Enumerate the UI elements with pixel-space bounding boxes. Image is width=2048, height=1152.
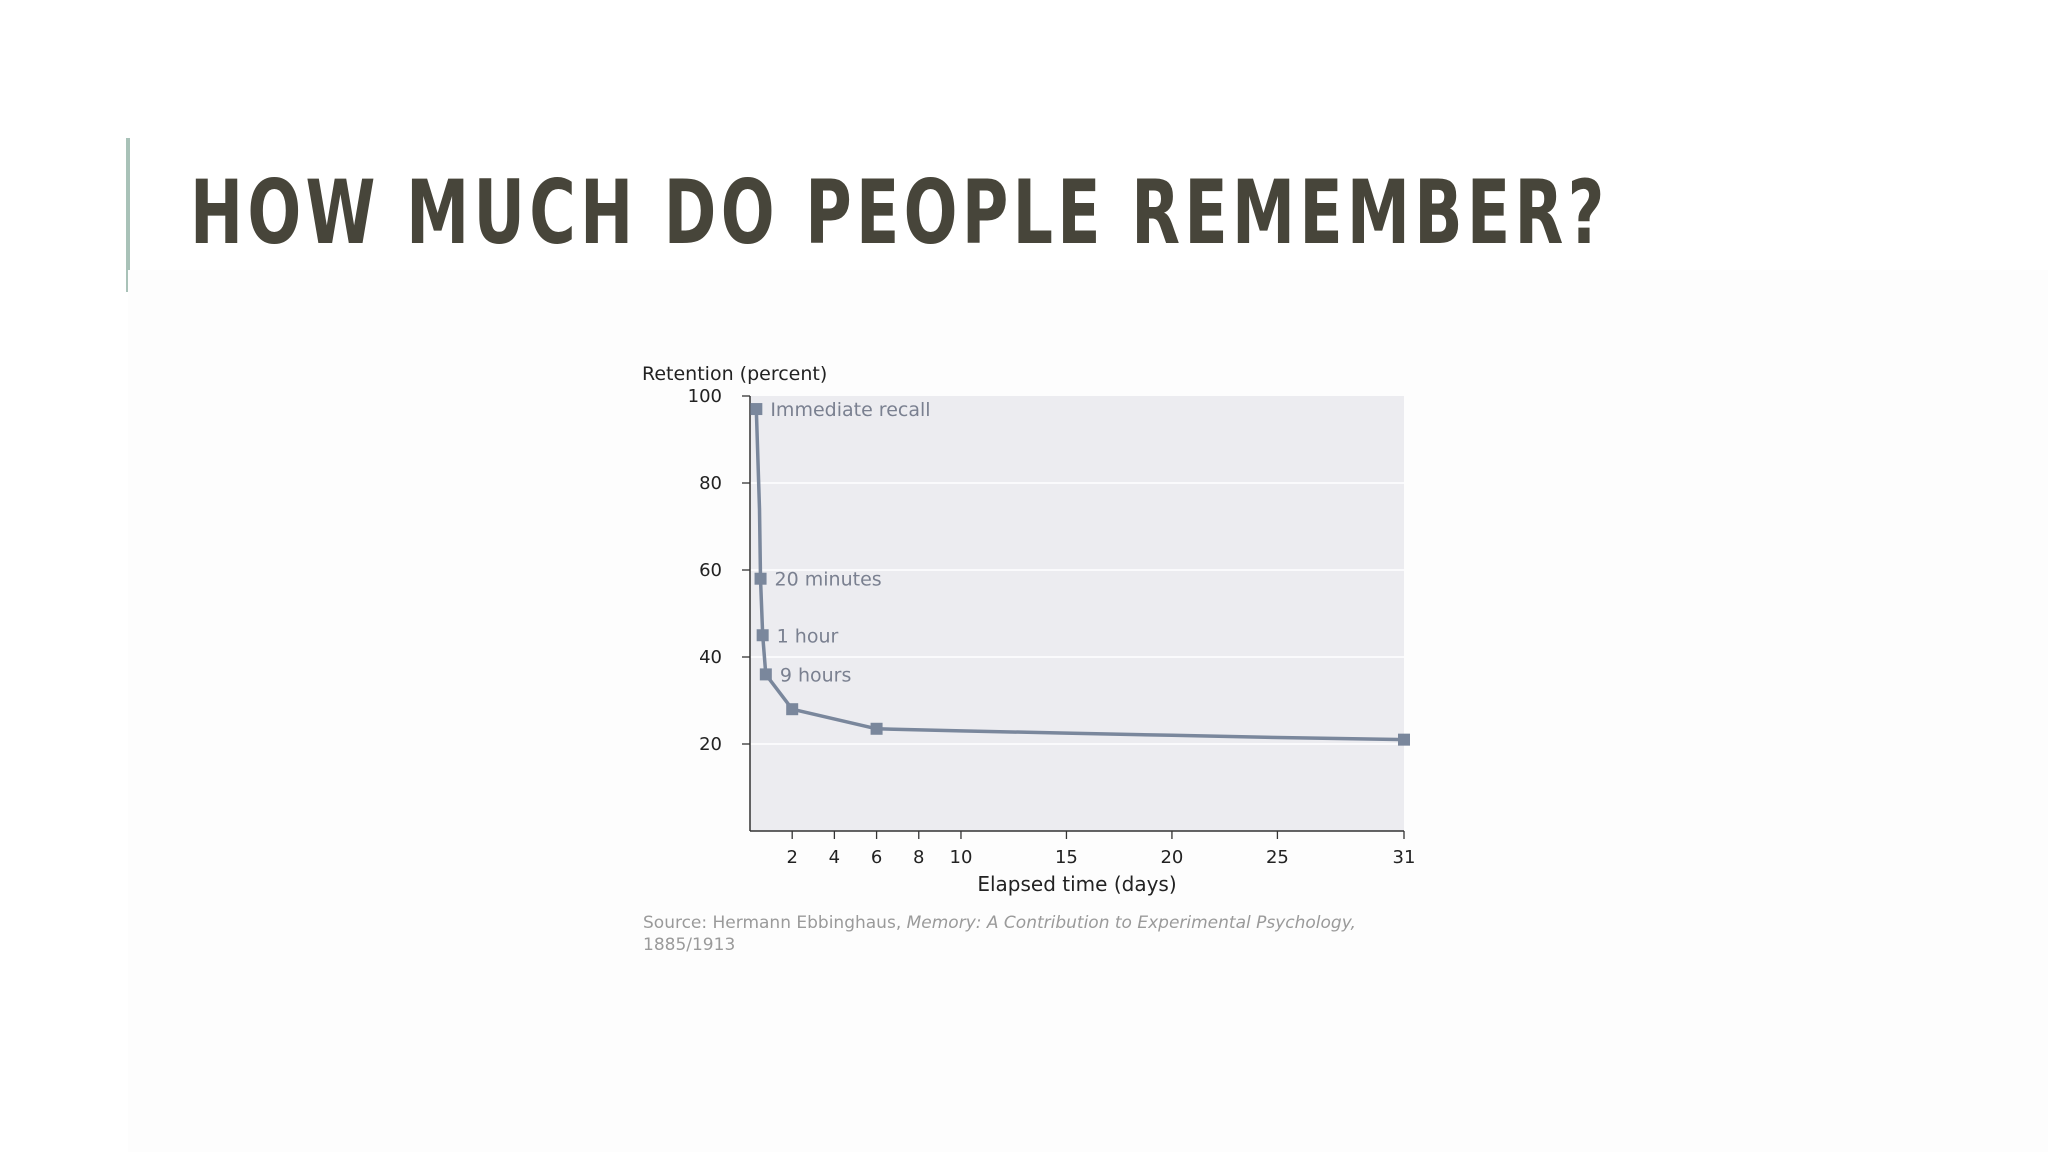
source-citation: Source: Hermann Ebbinghaus, Memory: A Co… (643, 912, 1403, 956)
x-tick-label: 20 (1160, 847, 1183, 868)
data-point-marker (756, 629, 769, 642)
x-tick-label: 15 (1055, 847, 1078, 868)
y-tick-label: 100 (688, 386, 722, 407)
plot-background (750, 396, 1404, 831)
x-tick-label: 8 (913, 847, 924, 868)
slide-title: HOW MUCH DO PEOPLE REMEMBER? (190, 161, 1609, 264)
data-point-marker (750, 403, 763, 416)
source-prefix: Source: Hermann Ebbinghaus, (643, 913, 907, 933)
x-tick-label: 2 (786, 847, 797, 868)
retention-curve (754, 409, 1405, 742)
x-tick-label: 10 (950, 847, 973, 868)
y-axis-label: Retention (percent) (642, 363, 827, 385)
source-work: Memory: A Contribution to Experimental P… (906, 913, 1356, 933)
data-point-label: 9 hours (780, 664, 852, 686)
data-point-marker (1398, 733, 1410, 746)
title-accent-bar (126, 138, 130, 292)
y-tick-label: 40 (699, 647, 722, 668)
source-years: 1885/1913 (643, 935, 736, 955)
data-point-label: 20 minutes (775, 569, 882, 591)
x-tick-label: 31 (1393, 847, 1416, 868)
x-tick-label: 6 (871, 847, 882, 868)
data-point-marker (786, 703, 799, 716)
data-point-marker (754, 572, 767, 585)
x-tick-label: 4 (829, 847, 840, 868)
y-tick-label: 80 (699, 473, 722, 494)
data-point-marker (759, 668, 772, 681)
x-tick-label: 25 (1266, 847, 1289, 868)
y-tick-label: 60 (699, 560, 722, 581)
x-axis-label: Elapsed time (days) (977, 872, 1176, 896)
data-point-label: 1 hour (777, 625, 839, 647)
retention-chart: 20 40 60 80 100 2 4 6 8 10 15 20 25 31 Retention (perc… (642, 363, 1416, 896)
data-point-marker (870, 722, 883, 735)
data-point-label: Immediate recall (770, 399, 930, 421)
y-tick-label: 20 (699, 734, 722, 755)
